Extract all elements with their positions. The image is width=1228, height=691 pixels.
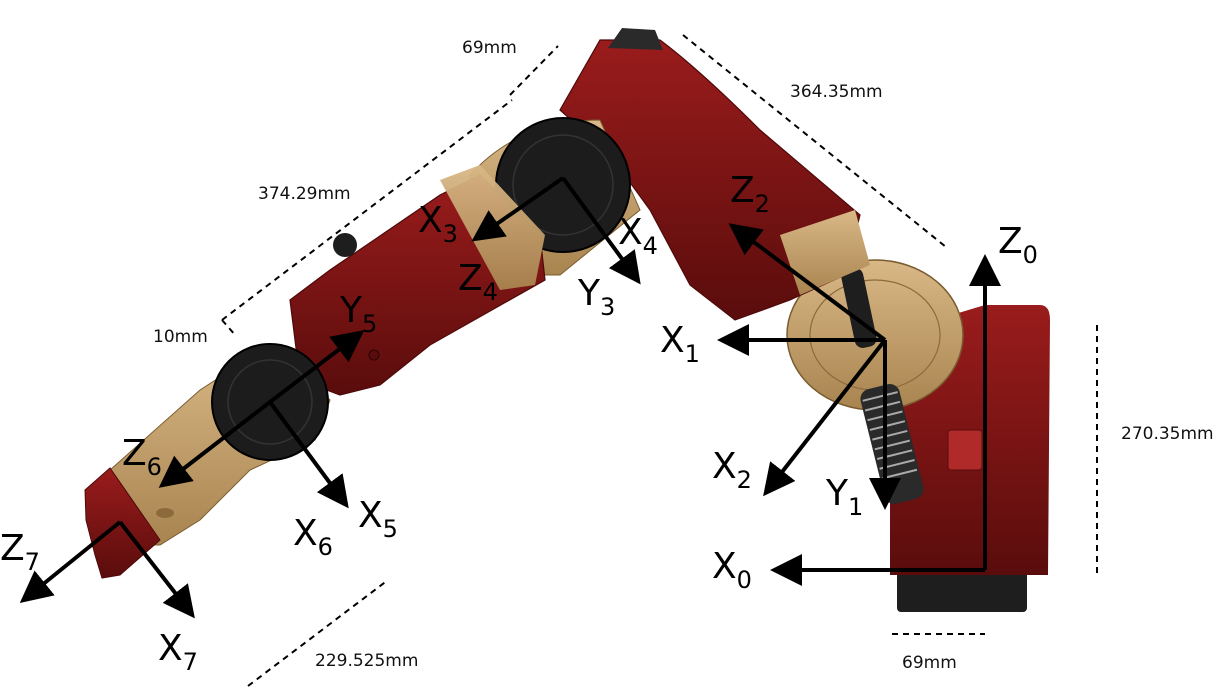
dim-label-364: 364.35mm (790, 82, 883, 102)
label-y1: Y1 (825, 473, 863, 521)
dimension-labels: 69mm 364.35mm 374.29mm 10mm 270.35mm 229… (153, 38, 1214, 673)
label-x6: X6 (293, 513, 333, 561)
label-x1: X1 (660, 320, 700, 368)
label-y3: Y3 (577, 273, 615, 321)
label-x4: X4 (618, 212, 658, 260)
base-panel (947, 429, 983, 471)
axis-x7-arrow (118, 520, 195, 619)
label-z2: Z2 (730, 170, 770, 218)
axis-x3-arrow (471, 176, 565, 242)
robot-body (84, 28, 1050, 612)
label-x5: X5 (358, 495, 398, 543)
dim-label-374: 374.29mm (258, 184, 351, 204)
dim-label-top-69: 69mm (462, 38, 517, 58)
wrist-actuator-inner (227, 359, 313, 445)
dim-line-229 (247, 579, 389, 687)
label-x0: X0 (712, 546, 752, 594)
upper-arm-cap (608, 28, 663, 50)
axis-z6-arrow (158, 400, 272, 488)
label-z6: Z6 (122, 433, 162, 481)
label-x7: X7 (158, 628, 198, 676)
label-z7: Z7 (0, 528, 40, 576)
frame-labels: Z0 X0 X1 Y1 X2 Z2 X3 Y3 X4 Z4 Y5 X5 Z6 X… (0, 170, 1038, 676)
dim-line-374 (221, 99, 513, 321)
axis-z7-arrow (19, 520, 122, 604)
frame-arrows (19, 176, 1001, 619)
base-foot (897, 570, 1027, 612)
dim-line-364 (682, 34, 947, 248)
axis-x5-arrow (268, 400, 349, 509)
dim-label-10: 10mm (153, 327, 208, 347)
label-y5: Y5 (339, 290, 377, 338)
axis-y5-arrow (268, 330, 365, 404)
label-z4: Z4 (458, 258, 498, 306)
axis-z2-arrow (728, 223, 887, 342)
dim-line-10 (221, 319, 237, 337)
label-z0: Z0 (998, 221, 1038, 269)
label-x2: X2 (712, 446, 752, 494)
upper-arm-tan-band (780, 210, 870, 295)
dim-line-top-69 (509, 45, 559, 96)
axis-y3-arrow (561, 176, 641, 285)
dim-label-229: 229.525mm (315, 651, 418, 671)
elbow-actuator-inner (512, 134, 614, 236)
forearm-screw (368, 349, 380, 361)
axis-x2-arrow (763, 338, 887, 497)
forearm-knob (333, 233, 357, 257)
dimension-lines (221, 34, 1098, 687)
dim-label-270: 270.35mm (1121, 424, 1214, 444)
dim-label-bottom-69: 69mm (902, 653, 957, 673)
wrist-slot (156, 508, 174, 518)
label-x3: X3 (418, 200, 458, 248)
